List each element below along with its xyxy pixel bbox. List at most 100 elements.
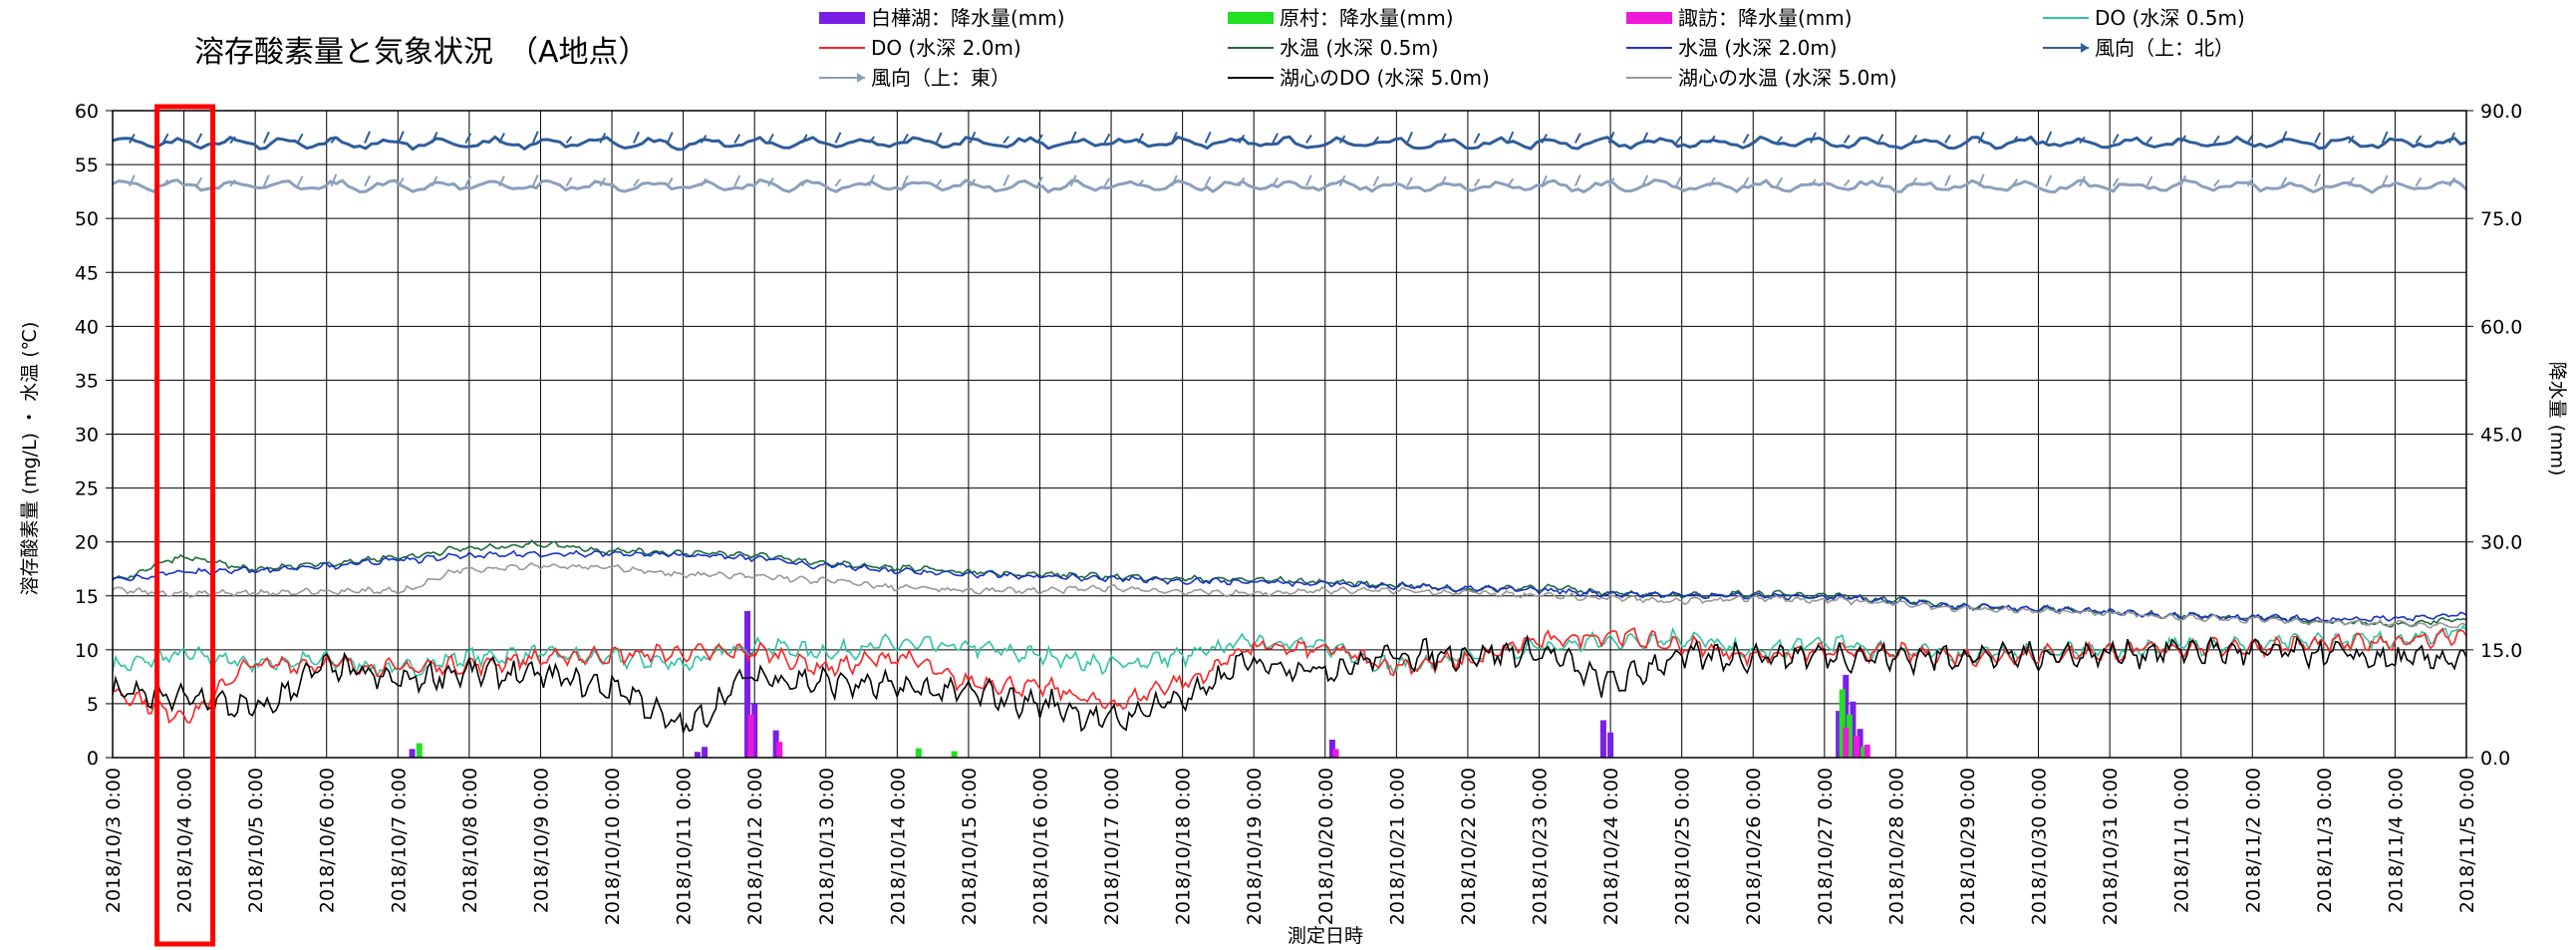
legend-arrow-windN [2081,43,2089,53]
left-tick-label: 60 [75,101,99,123]
wind-line-windN [112,135,2467,152]
wind-arrow-windE [633,178,640,187]
left-tick-label: 35 [75,370,99,392]
wind-arrow-windE [767,177,774,187]
chart-title: 溶存酸素量と気象状況 （A地点） [194,35,649,70]
left-tick-label: 30 [75,425,99,447]
rain-bar-rainW [747,714,754,758]
right-axis-ticks: 0.0 15.0 30.0 45.0 60.0 75.0 90.0 [2466,101,2522,770]
x-tick-label: 2018/10/28 0:00 [1885,768,1907,925]
wind-arrow-windN [498,133,505,144]
legend-label-wthc: 湖心の水温 (水深 5.0m) [1678,66,1897,90]
x-tick-label: 2018/10/7 0:00 [388,768,410,913]
wind-arrow-windN [1170,132,1178,144]
wind-arrow-windE [2079,175,2086,187]
legend-label-rainH: 原村：降水量(mm) [1280,6,1454,30]
wind-arrow-windN [1137,133,1145,144]
rain-bar-rainW [1843,727,1850,758]
rain-bar-rainW [1863,745,1870,758]
rain-bar-rainS [409,749,416,758]
wind-arrow-windN [229,136,236,145]
wind-arrow-windN [2348,135,2355,145]
legend-label-wt20: 水温 (水深 2.0m) [1678,36,1838,60]
wind-arrow-windN [2011,136,2019,145]
series-line-wthc [112,561,2467,629]
x-tick-label: 2018/10/23 0:00 [1530,768,1552,925]
wind-arrow-windE [1069,174,1077,187]
x-tick-label: 2018/11/3 0:00 [2314,768,2336,913]
wind-arrow-windE [397,177,405,187]
wind-arrow-windN [296,133,304,144]
wind-arrow-windN [2213,135,2220,145]
wind-arrow-windE [1272,177,1279,187]
wind-arrow-windE [935,178,943,187]
left-tick-label: 5 [87,694,99,716]
left-axis-label: 溶存酸素量 (mg/L) ・ 水温 (℃) [19,322,41,596]
x-tick-label: 2018/11/4 0:00 [2385,768,2407,913]
wind-arrow-windN [1507,131,1515,144]
wind-arrow-windE [1137,179,1144,187]
wind-arrow-windE [1810,178,1817,187]
wind-arrow-windE [1406,176,1413,187]
wind-arrow-windN [364,131,371,144]
wind-arrow-windN [700,135,708,144]
wind-arrow-windE [1742,176,1750,187]
x-tick-label: 2018/10/15 0:00 [959,768,981,925]
wind-arrow-windN [1305,135,1312,144]
wind-arrow-windE [262,174,270,187]
wind-arrow-windN [161,133,169,144]
wind-arrow-windN [1944,134,1951,144]
x-tick-label: 2018/10/22 0:00 [1458,768,1480,925]
legend-arrow-windE [857,73,865,83]
wind-arrow-windE [2348,176,2355,187]
wind-arrow-windN [1541,134,1548,144]
legend-label-wt05: 水温 (水深 0.5m) [1280,36,1439,60]
wind-arrow-windE [666,176,674,187]
wind-arrow-windN [1876,134,1884,144]
wind-arrow-windE [1977,173,1985,187]
legend: DO (水深 0.5m) DO (水深 2.0m) 湖心のDO (水深 5.0m) 水… [819,6,2245,90]
wind-arrow-windN [2179,135,2187,145]
wind-arrow-windE [1036,176,1043,187]
x-tick-label: 2018/10/27 0:00 [1815,768,1837,925]
wind-arrow-windN [2415,135,2423,145]
wind-arrow-windN [1843,135,1851,144]
rain-bar-rainS [1850,701,1857,758]
rain-bar-rainS [1857,729,1863,758]
wind-arrow-windE [2146,175,2153,187]
right-axis-label: 降水量 (mm) [2546,362,2568,476]
right-tick-label: 30.0 [2480,532,2522,554]
right-tick-label: 0.0 [2480,748,2510,770]
left-tick-label: 50 [75,208,99,230]
wind-arrow-windN [531,131,539,144]
wind-arrow-windN [397,131,405,144]
wind-arrow-windE [1574,173,1581,187]
wind-arrow-windN [633,131,640,144]
wind-line-windE [112,177,2468,194]
legend-label-do20: DO (水深 2.0m) [871,36,1021,60]
wind-arrow-windN [262,131,270,144]
wind-arrow-windE [969,178,977,187]
wind-arrow-windN [834,132,842,144]
wind-arrow-windE [2045,174,2053,187]
wind-arrow-windN [330,136,338,145]
wind-arrow-windE [834,178,842,187]
x-tick-label: 2018/10/26 0:00 [1743,768,1765,925]
wind-arrow-windN [1103,133,1111,144]
wind-arrow-windE [464,175,472,187]
right-tick-label: 75.0 [2480,208,2522,230]
rain-bar-rainS [702,747,709,758]
series-line-do20 [112,627,2467,725]
rain-bar-rainH [1860,747,1867,758]
rain-bar-rainS [1328,739,1335,758]
wind-arrow-windN [1742,134,1750,144]
wind-arrow-windE [800,178,808,187]
rain-bar-rainH [951,751,958,758]
wind-arrow-windN [767,134,774,144]
series-line-wt20 [112,549,2467,624]
wind-arrow-windN [565,136,573,145]
wind-arrow-windN [1910,134,1918,144]
rain-bar-rainS [1843,675,1850,758]
wind-arrow-windN [1372,136,1380,145]
